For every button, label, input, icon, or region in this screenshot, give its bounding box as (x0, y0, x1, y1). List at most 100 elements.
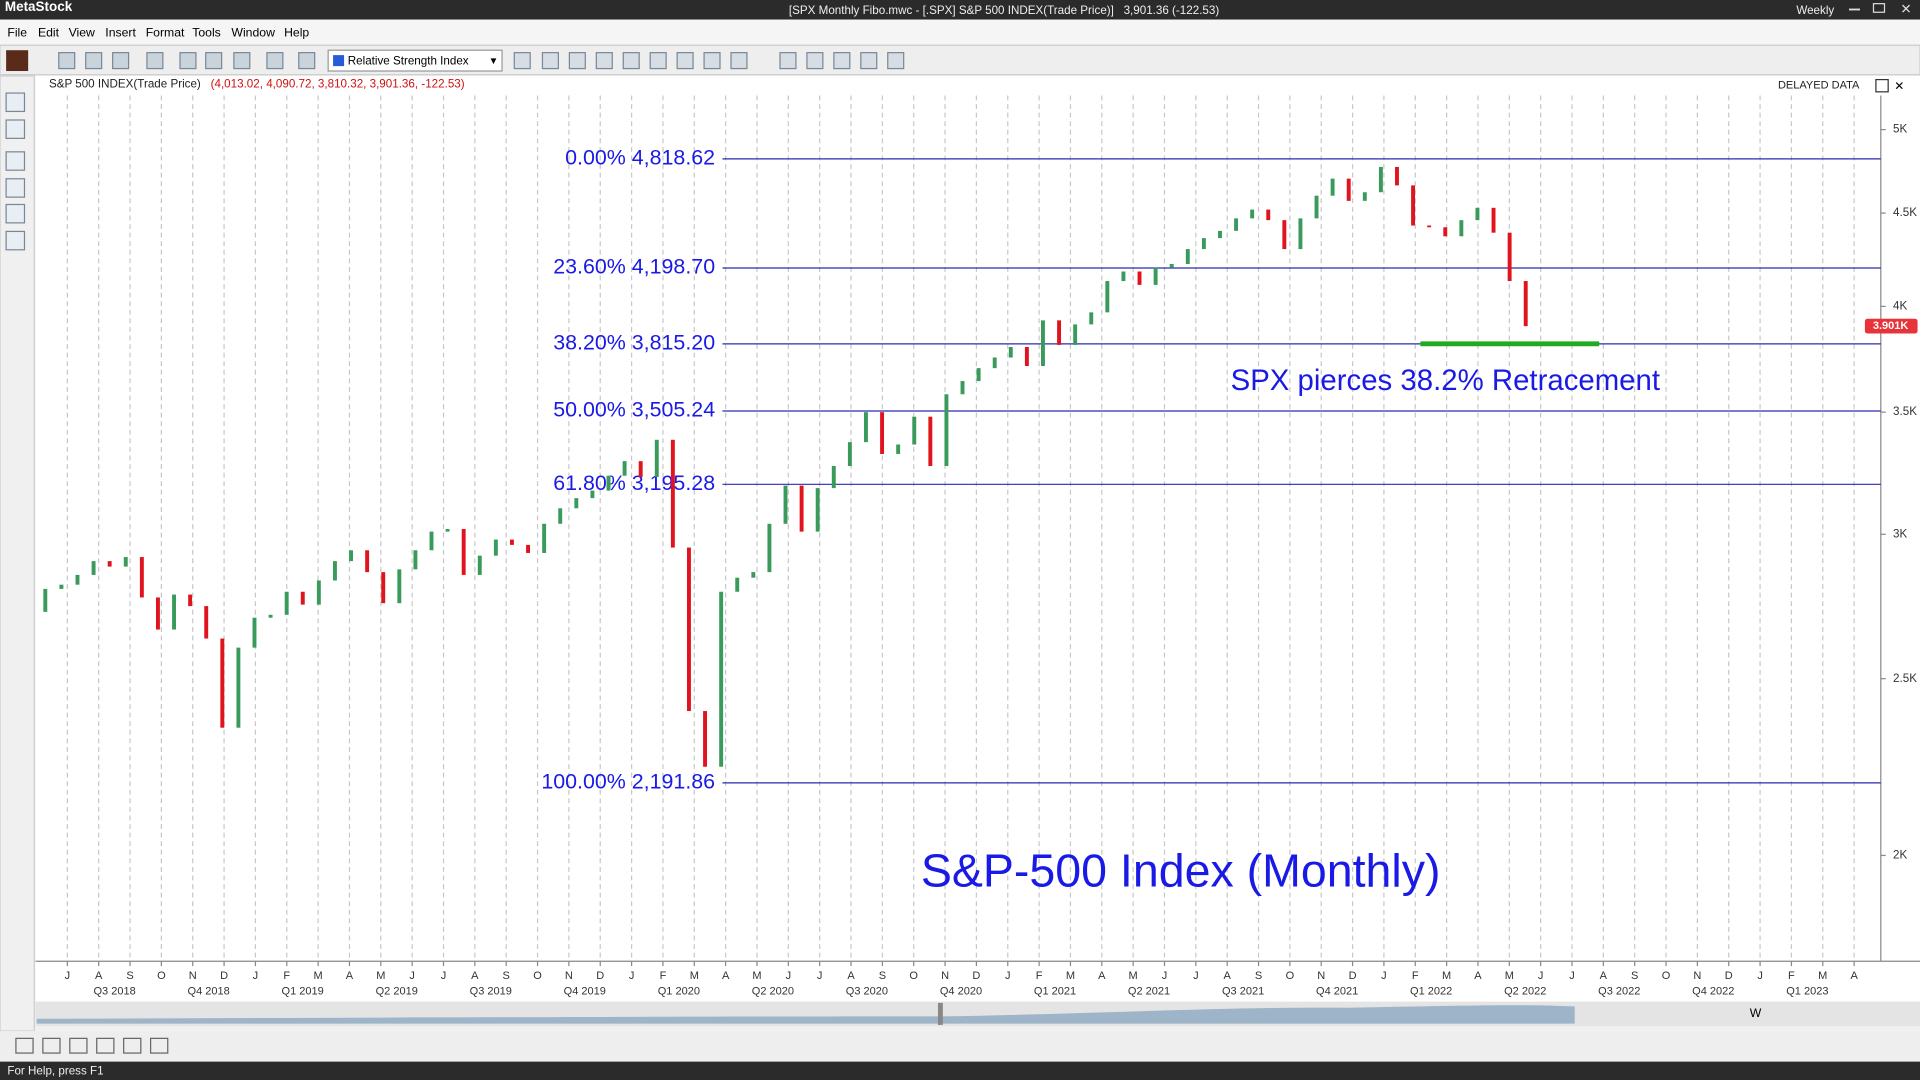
status-bar (0, 1061, 1920, 1080)
layout-button[interactable] (69, 1037, 88, 1054)
toolbar-button[interactable] (233, 52, 251, 70)
toolbar-button[interactable] (730, 52, 748, 70)
toolbar-button[interactable] (85, 52, 103, 70)
toolbar-button[interactable] (806, 52, 824, 70)
menu-item[interactable]: Tools (192, 25, 221, 39)
close[interactable]: ✕ (1900, 1, 1911, 16)
fib-level-label: 38.20% 3,815.20 (553, 331, 715, 355)
price-bar (1201, 238, 1206, 250)
price-bar (332, 561, 337, 581)
price-bar (1169, 263, 1174, 268)
month-label: S (1631, 970, 1638, 982)
toolbar-button[interactable] (205, 52, 223, 70)
month-label: M (1442, 970, 1451, 982)
toolbar-button[interactable] (568, 52, 586, 70)
toolbar-button[interactable] (541, 52, 559, 70)
month-label: J (1193, 970, 1199, 982)
layout-button[interactable] (123, 1037, 142, 1054)
toolbar-button[interactable] (146, 52, 164, 70)
restore[interactable] (1872, 3, 1886, 13)
month-label: O (157, 970, 166, 982)
price-bar (445, 529, 450, 532)
toolbar-button[interactable] (833, 52, 851, 70)
quarter-label: Q2 2021 (1128, 986, 1170, 998)
tool-button[interactable] (5, 178, 26, 198)
dropdown-arrow: ▼ (489, 56, 499, 67)
scroll-thumb[interactable] (937, 1002, 943, 1025)
layout-button[interactable] (96, 1037, 115, 1054)
quarter-label: Q1 2023 (1786, 986, 1828, 998)
toolbar-button[interactable] (649, 52, 667, 70)
menu-item[interactable]: Window (231, 25, 275, 39)
toolbar-button[interactable] (58, 52, 76, 70)
price-bar (1395, 166, 1399, 186)
month-label: D (972, 970, 980, 982)
toolbar-button[interactable] (703, 52, 721, 70)
month-label: O (1662, 970, 1671, 982)
price-bar (1041, 320, 1045, 366)
month-label: M (690, 970, 699, 982)
chart-maximize[interactable] (1875, 78, 1889, 93)
price-bar (1314, 195, 1319, 219)
menu-item[interactable]: Edit (38, 25, 60, 39)
price-bar (1459, 220, 1464, 237)
feed-status: DELAYED DATA (1778, 80, 1860, 92)
chart-close[interactable]: ✕ (1894, 79, 1904, 93)
toolbar-button[interactable] (112, 52, 130, 70)
price-bar (1362, 192, 1367, 201)
month-label: F (1036, 970, 1043, 982)
month-label: J (1538, 970, 1544, 982)
price-bar (783, 485, 788, 524)
minimize[interactable] (1848, 8, 1860, 11)
toolbar-button[interactable] (513, 52, 531, 70)
price-bar (1330, 178, 1335, 196)
tool-button[interactable] (5, 151, 26, 171)
price-bar (43, 588, 48, 612)
toolbar-button[interactable] (860, 52, 878, 70)
logo-button[interactable] (6, 50, 29, 72)
price-bar (413, 550, 418, 570)
menu-item[interactable]: Help (284, 25, 309, 39)
fib-level-label: 23.60% 4,198.70 (553, 255, 715, 279)
toolbar-button[interactable] (622, 52, 640, 70)
layout-button[interactable] (15, 1037, 34, 1054)
window-controls[interactable]: ✕ (1848, 1, 1912, 16)
price-bar (735, 577, 740, 592)
menu-item[interactable]: Format (146, 25, 185, 39)
y-tick-label: 3K (1893, 527, 1907, 540)
price-bar (1298, 218, 1303, 250)
toolbar-button[interactable] (779, 52, 797, 70)
layout-button[interactable] (150, 1037, 169, 1054)
price-bar (928, 416, 933, 466)
menu-item[interactable]: File (7, 25, 27, 39)
price-bar (992, 357, 997, 369)
bottom-toolbar (0, 1031, 1920, 1061)
scroll-period[interactable]: W (1750, 1006, 1762, 1020)
toolbar-button[interactable] (179, 52, 197, 70)
price-bar (509, 539, 514, 545)
month-label: D (1725, 970, 1733, 982)
month-label: J (1569, 970, 1575, 982)
toolbar-button[interactable] (595, 52, 613, 70)
price-bar (638, 461, 643, 477)
layout-button[interactable] (42, 1037, 61, 1054)
toolbar-button[interactable] (298, 52, 316, 70)
price-bar (622, 461, 627, 476)
tool-button[interactable] (5, 92, 26, 113)
menu-item[interactable]: View (69, 25, 95, 39)
toolbar-button[interactable] (266, 52, 284, 70)
month-label: N (189, 970, 197, 982)
toolbar-button[interactable] (887, 52, 905, 70)
tool-button[interactable] (5, 203, 26, 224)
tool-button[interactable] (5, 230, 26, 251)
month-label: J (1757, 970, 1763, 982)
status-text: For Help, press F1 (7, 1065, 103, 1078)
price-bar (590, 490, 595, 499)
month-label: A (471, 970, 479, 982)
y-tick-label: 5K (1893, 123, 1907, 136)
toolbar-button[interactable] (676, 52, 694, 70)
menu-item[interactable]: Insert (105, 25, 136, 39)
month-label: O (1286, 970, 1295, 982)
tool-button[interactable] (5, 119, 26, 139)
indicator-dropdown[interactable] (327, 49, 503, 72)
